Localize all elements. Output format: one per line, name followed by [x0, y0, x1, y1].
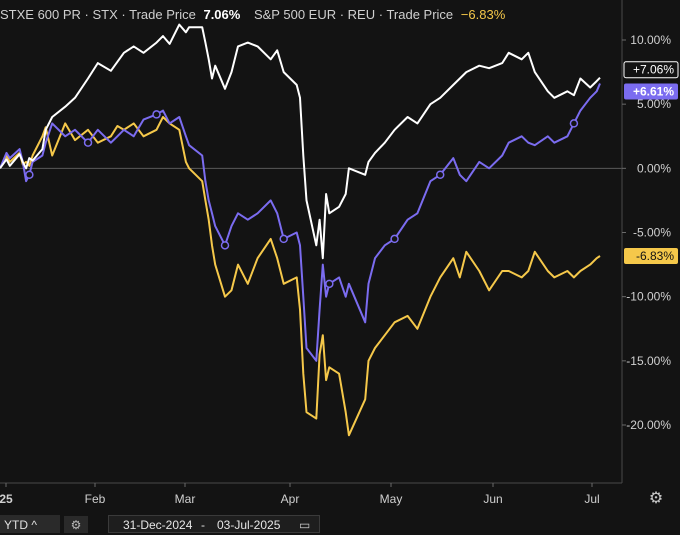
y-tick-label: 10.00% — [630, 33, 671, 47]
range-settings-gear-icon[interactable]: ⚙ — [64, 516, 88, 533]
y-tick-label: -5.00% — [633, 226, 671, 240]
y-tick-label: -10.00% — [626, 290, 671, 304]
y-tick-label: -20.00% — [626, 418, 671, 432]
series-marker — [325, 279, 334, 289]
legend-series1-name: STXE 600 PR — [0, 7, 81, 22]
legend-series1-value: 7.06% — [203, 7, 241, 22]
x-tick-label: Mar — [175, 492, 196, 506]
end-value-label: -6.83% — [636, 249, 674, 263]
date-range-field[interactable]: 31-Dec-2024 - 03-Jul-2025 ▭ — [108, 515, 320, 533]
x-tick-label: Apr — [281, 492, 300, 506]
series-marker — [83, 138, 93, 147]
series-lines — [0, 23, 601, 437]
series-line-yellow — [0, 116, 601, 437]
series-marker — [279, 234, 288, 244]
end-value-box — [623, 61, 679, 79]
series-line-white — [0, 23, 601, 260]
series-markers — [25, 110, 579, 289]
legend-series2-label: Trade Price — [386, 7, 454, 22]
legend-series2-exchange: REU — [347, 7, 376, 22]
y-tick-label: 0.00% — [637, 161, 671, 175]
series-marker — [390, 234, 399, 244]
series-marker — [152, 110, 161, 119]
y-tick-label: 5.00% — [637, 97, 671, 111]
axes — [0, 0, 626, 487]
legend-series2-name: S&P 500 EUR — [253, 7, 337, 22]
range-selector[interactable]: YTD ^ — [0, 515, 60, 533]
end-value-label: +7.06% — [633, 63, 674, 77]
calendar-icon[interactable]: ▭ — [299, 518, 311, 532]
axis-labels: 10.00% 5.00% 0.00% -5.00% -10.00% -15.00% -20.… — [0, 33, 679, 506]
legend-series1-label: Trade Price — [129, 7, 196, 22]
x-tick-label: May — [380, 492, 403, 506]
series-marker — [435, 170, 445, 179]
end-value-box — [624, 83, 678, 100]
bottom-toolbar — [0, 515, 680, 533]
end-value-box — [624, 247, 678, 264]
gear-icon[interactable]: ⚙ — [648, 490, 664, 507]
series-marker — [25, 170, 34, 179]
x-tick-label: Jun — [483, 492, 502, 506]
end-value-label: +6.61% — [633, 85, 674, 99]
date-to: 03-Jul-2025 — [217, 518, 281, 532]
date-from: 31-Dec-2024 — [123, 518, 193, 532]
legend-series2-value: −6.83% — [460, 7, 506, 22]
legend-series1-exchange: STX — [92, 7, 118, 22]
y-tick-label: -15.00% — [626, 354, 671, 368]
date-separator: - — [201, 518, 205, 532]
series-marker — [569, 119, 579, 128]
legend: STXE 600 PR · STX · Trade Price 7.06% S&… — [0, 7, 506, 22]
x-tick-label: Feb — [85, 492, 106, 506]
x-tick-label: Jul — [584, 492, 599, 506]
series-marker — [220, 241, 230, 250]
x-tick-label: 25 — [0, 492, 13, 506]
